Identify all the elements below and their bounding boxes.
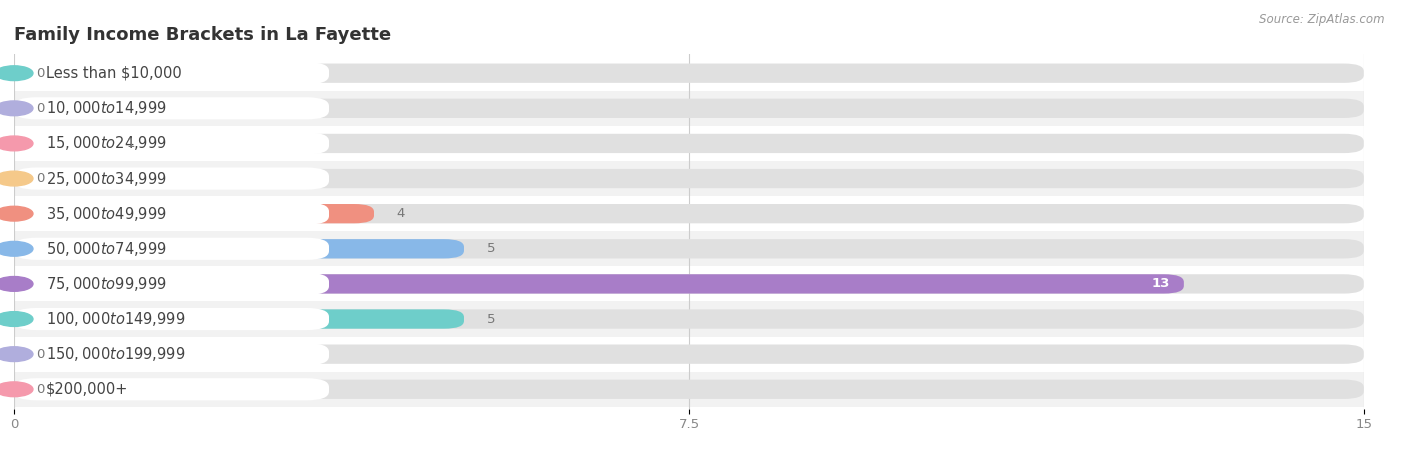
Circle shape [0,312,32,326]
FancyBboxPatch shape [14,239,464,259]
FancyBboxPatch shape [14,274,1364,294]
Circle shape [0,206,32,221]
Text: 0: 0 [37,172,45,185]
Text: 5: 5 [486,242,495,255]
Text: $35,000 to $49,999: $35,000 to $49,999 [45,205,166,223]
FancyBboxPatch shape [14,239,1364,259]
FancyBboxPatch shape [14,204,374,223]
FancyBboxPatch shape [14,238,329,260]
FancyBboxPatch shape [14,132,329,154]
FancyBboxPatch shape [14,344,1364,364]
FancyBboxPatch shape [14,274,1184,294]
FancyBboxPatch shape [14,62,329,84]
Text: $150,000 to $199,999: $150,000 to $199,999 [45,345,186,363]
Circle shape [0,382,32,396]
FancyBboxPatch shape [14,378,329,401]
Text: 0: 0 [37,67,45,79]
FancyBboxPatch shape [14,309,1364,329]
Bar [14,231,1364,266]
Text: $10,000 to $14,999: $10,000 to $14,999 [45,99,166,117]
Circle shape [0,66,32,80]
Circle shape [0,277,32,291]
Circle shape [0,242,32,256]
Text: $25,000 to $34,999: $25,000 to $34,999 [45,170,166,188]
Bar [14,126,1364,161]
Text: 13: 13 [1152,277,1170,291]
FancyBboxPatch shape [14,134,1364,153]
Circle shape [0,101,32,116]
Text: $200,000+: $200,000+ [45,382,128,397]
Bar [14,372,1364,407]
FancyBboxPatch shape [14,64,1364,83]
Text: 5: 5 [486,313,495,326]
FancyBboxPatch shape [14,202,329,225]
Bar [14,266,1364,301]
Text: $15,000 to $24,999: $15,000 to $24,999 [45,134,166,152]
Bar [14,161,1364,196]
Circle shape [0,347,32,361]
Text: $100,000 to $149,999: $100,000 to $149,999 [45,310,186,328]
FancyBboxPatch shape [14,167,329,189]
FancyBboxPatch shape [14,97,329,119]
Bar [14,337,1364,372]
Bar [14,91,1364,126]
Text: Less than $10,000: Less than $10,000 [45,66,181,81]
Text: 1: 1 [127,137,135,150]
Text: $75,000 to $99,999: $75,000 to $99,999 [45,275,166,293]
FancyBboxPatch shape [14,308,329,330]
FancyBboxPatch shape [14,99,1364,118]
Text: Source: ZipAtlas.com: Source: ZipAtlas.com [1260,13,1385,26]
FancyBboxPatch shape [14,343,329,365]
Circle shape [0,171,32,186]
Text: 0: 0 [37,383,45,396]
FancyBboxPatch shape [14,204,1364,223]
FancyBboxPatch shape [14,169,1364,188]
FancyBboxPatch shape [14,273,329,295]
Bar [14,56,1364,91]
Text: 4: 4 [396,207,405,220]
FancyBboxPatch shape [14,309,464,329]
Text: $50,000 to $74,999: $50,000 to $74,999 [45,240,166,258]
Text: Family Income Brackets in La Fayette: Family Income Brackets in La Fayette [14,26,391,44]
Text: 0: 0 [37,102,45,115]
Bar [14,196,1364,231]
Circle shape [0,136,32,151]
FancyBboxPatch shape [14,379,1364,399]
FancyBboxPatch shape [14,134,104,153]
Bar [14,301,1364,337]
Text: 0: 0 [37,348,45,361]
